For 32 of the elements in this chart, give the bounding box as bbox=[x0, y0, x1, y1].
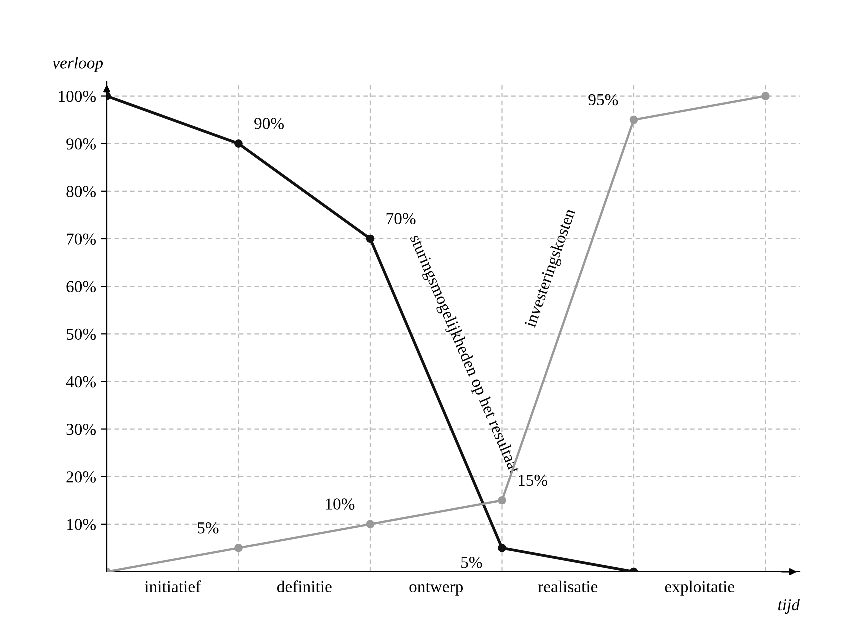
y-tick-label: 80% bbox=[66, 186, 96, 198]
text: realisatie bbox=[538, 580, 598, 593]
x-axis-title: tijd bbox=[778, 598, 800, 614]
y-tick-label: 20% bbox=[66, 472, 96, 483]
text: initiatief bbox=[144, 580, 202, 593]
data-label: 95% bbox=[588, 94, 618, 106]
data-label: 70% bbox=[386, 213, 416, 225]
text: exploitatie bbox=[665, 580, 734, 596]
data-label: 15% bbox=[518, 474, 548, 486]
point bbox=[498, 544, 506, 552]
data-label: 90% bbox=[254, 118, 284, 130]
point bbox=[234, 140, 243, 148]
y-tick-label: 10% bbox=[68, 519, 96, 530]
y-tick-label: 50% bbox=[67, 328, 96, 340]
text: ontwerp bbox=[410, 583, 464, 596]
y-tick-label: 30% bbox=[66, 424, 96, 436]
point bbox=[366, 520, 375, 529]
y-tick-label: 70% bbox=[67, 234, 96, 245]
y-tick-label: 100% bbox=[59, 90, 96, 102]
y-tick-label: 90% bbox=[66, 138, 96, 150]
point bbox=[630, 116, 638, 124]
point bbox=[498, 496, 506, 505]
point bbox=[762, 92, 770, 100]
point bbox=[366, 234, 375, 244]
y-axis-title: verloop bbox=[52, 57, 104, 72]
y-tick-label: 40% bbox=[66, 376, 96, 388]
data-label: 10% bbox=[326, 498, 355, 510]
data-label: 5% bbox=[198, 522, 219, 534]
point bbox=[234, 544, 243, 552]
y-tick-label: 60% bbox=[66, 281, 96, 293]
text: definitie bbox=[277, 580, 332, 593]
data-label: 5% bbox=[462, 557, 482, 568]
